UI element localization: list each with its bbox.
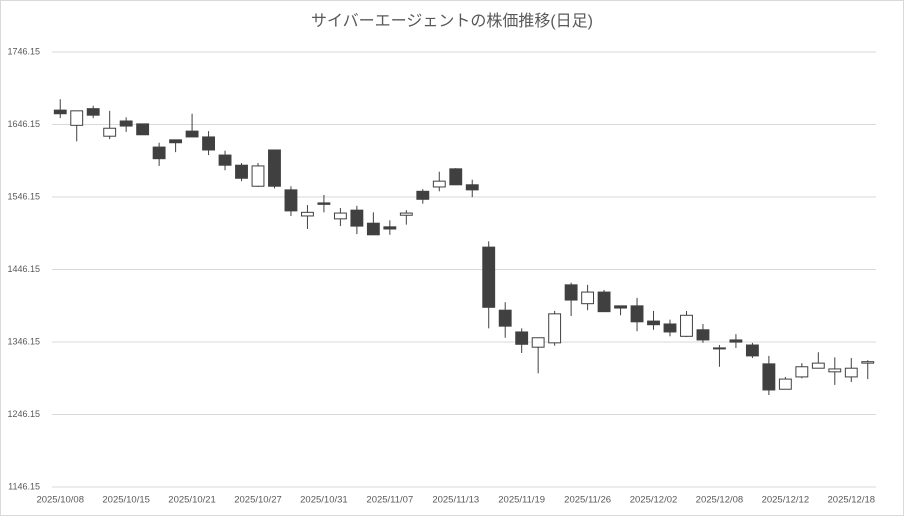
candle-body [136,123,150,136]
candle-body [762,363,776,391]
candle-body [647,320,660,326]
candle-body [53,109,67,115]
candle-body [301,211,314,217]
candle-body [70,110,84,126]
x-tick-label: 2025/10/15 [102,495,150,506]
candle-body [713,347,726,350]
candle-body [333,212,347,220]
candle-body [366,222,380,236]
x-tick-label: 2025/10/21 [168,495,216,506]
candle-body [811,362,825,369]
candle-body [630,305,644,323]
x-tick-label: 2025/12/18 [828,495,876,506]
candle-body [185,130,199,138]
candle-body [465,184,479,191]
candle-body [399,212,413,216]
x-tick-label: 2025/11/19 [498,495,545,506]
candle-body [844,367,858,378]
x-tick-label: 2025/11/13 [432,495,479,506]
candle-body [202,136,215,151]
y-tick-label: 1246.15 [7,409,40,419]
candle-body [778,378,792,390]
x-tick-label: 2025/10/08 [36,495,84,506]
candle-body [729,339,743,343]
candle-body [86,108,100,116]
candle-body [235,164,248,179]
x-tick-label: 2025/12/12 [762,495,810,506]
candle-body [416,190,430,200]
candle-body [251,165,265,187]
candle-body [284,189,298,212]
candle-body [581,291,595,305]
candle-body [597,291,611,313]
x-tick-label: 2025/10/27 [234,495,282,506]
candle-body [614,305,627,309]
candle-body [861,361,875,364]
x-tick-label: 2025/12/08 [696,495,744,506]
y-tick-label: 1346.15 [7,336,40,346]
x-tick-label: 2025/11/26 [564,495,611,506]
candle-body [498,309,512,327]
candle-body [482,246,496,308]
y-tick-label: 1446.15 [7,264,40,274]
candle-body [795,366,809,378]
candle-body [169,139,183,144]
y-tick-label: 1646.15 [7,119,40,129]
candle-body [564,284,578,301]
candle-body [152,146,166,160]
candle-body [103,127,117,137]
chart-title: サイバーエージェントの株価推移(日足) [311,12,593,30]
candle-body [350,209,364,227]
candle-body [383,226,397,230]
candle-body [218,154,232,166]
candle-body [663,323,677,333]
y-tick-label: 1746.15 [7,46,40,56]
candle-body [515,331,529,345]
candle-body [828,368,842,373]
candle-body [449,168,463,186]
candle-body [548,313,562,344]
x-tick-label: 2025/12/02 [630,495,678,506]
y-tick-label: 1546.15 [7,191,40,201]
x-tick-label: 2025/10/31 [300,495,348,506]
candle-body [696,329,710,341]
candle-body [268,149,281,187]
candle-body [745,344,759,357]
candle-body [432,180,446,188]
candle-body [317,202,331,205]
candle-body [119,120,133,127]
candle-body [531,337,545,348]
y-tick-label: 1146.15 [8,481,40,491]
candle-body [680,314,693,337]
x-tick-label: 2025/11/07 [366,495,413,506]
